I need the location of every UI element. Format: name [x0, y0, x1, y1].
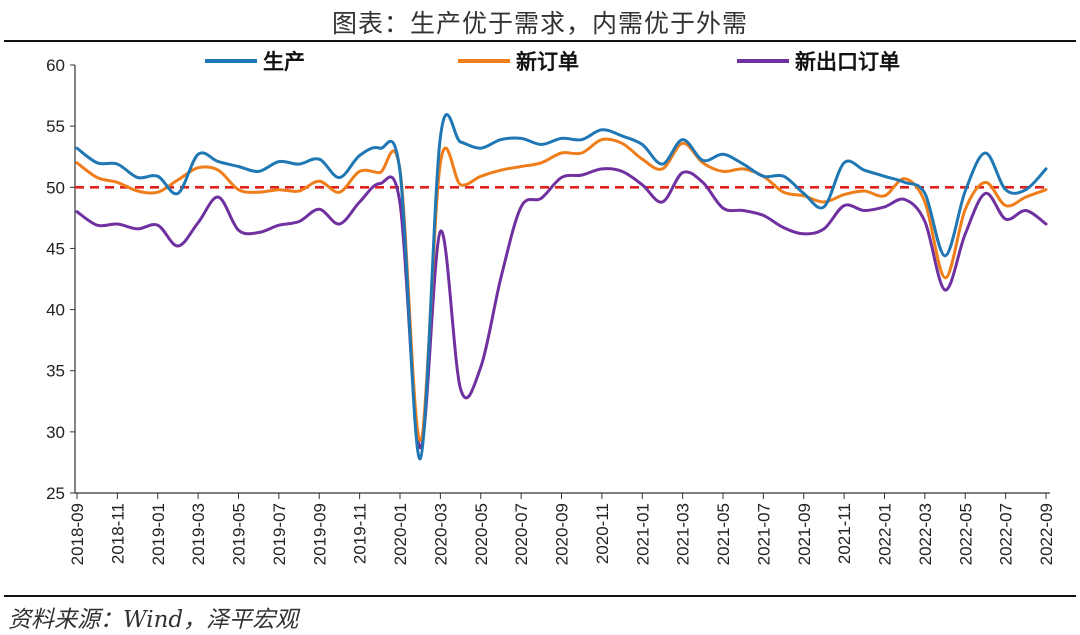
- legend-label-3: 新出口订单: [795, 50, 900, 74]
- bottom-rule: [4, 595, 1076, 597]
- legend-label-1: 生产: [263, 50, 305, 74]
- x-tick-label: 2021-07: [754, 503, 773, 565]
- axes: 25 30 35 40 45 50 55 60 2018-09 2018-11 2019-01 201…: [46, 56, 1056, 565]
- x-tick-label: 2019-01: [149, 503, 168, 565]
- y-tick-label: 45: [46, 239, 65, 258]
- series-line-1: [75, 113, 1048, 461]
- x-tick-label: 2022-03: [916, 503, 935, 565]
- y-tick-label: 25: [46, 484, 65, 503]
- x-tick-label: 2020-05: [472, 503, 491, 565]
- x-tick-label: 2022-01: [876, 503, 895, 565]
- source-note: 资料来源：Wind，泽平宏观: [8, 607, 299, 633]
- x-tick-label: 2021-05: [714, 503, 733, 565]
- x-tick-label: 2020-03: [431, 503, 450, 565]
- legend-label-2: 新订单: [516, 50, 579, 74]
- y-tick-label: 60: [46, 56, 65, 75]
- series-line-3: [75, 167, 1048, 450]
- x-tick-label: 2021-01: [633, 503, 652, 565]
- x-tick-label: 2019-09: [310, 503, 329, 565]
- y-tick-label: 50: [46, 178, 65, 197]
- x-tick-label: 2020-01: [391, 503, 410, 565]
- x-tick-label: 2019-03: [189, 503, 208, 565]
- x-tick-label: 2022-05: [956, 503, 975, 565]
- x-tick-label: 2020-07: [512, 503, 531, 565]
- x-tick-label: 2021-09: [795, 503, 814, 565]
- x-tick-label: 2020-11: [593, 503, 612, 564]
- y-tick-label: 40: [46, 301, 65, 320]
- legend: 生产 新订单 新出口订单: [205, 50, 900, 74]
- x-tick-label: 2019-07: [270, 503, 289, 565]
- x-tick-label: 2018-09: [68, 503, 87, 565]
- chart-title: 图表：生产优于需求，内需优于外需: [331, 9, 748, 38]
- y-tick-label: 30: [46, 423, 65, 442]
- x-tick-label: 2019-05: [230, 503, 249, 565]
- x-tick-label: 2019-11: [351, 503, 370, 564]
- y-tick-label: 35: [46, 362, 65, 381]
- x-tick-label: 2022-07: [997, 503, 1016, 565]
- x-tick-label: 2018-11: [108, 503, 127, 564]
- x-tick-label: 2021-11: [835, 503, 854, 564]
- top-rule: [4, 40, 1076, 42]
- x-tick-label: 2020-09: [553, 503, 572, 565]
- x-tick-label: 2021-03: [674, 503, 693, 565]
- y-tick-label: 55: [46, 117, 65, 136]
- x-tick-label: 2022-09: [1037, 503, 1056, 565]
- series-line-2: [75, 137, 1048, 442]
- line-chart: 25 30 35 40 45 50 55 60 2018-09 2018-11 2019-01 201…: [46, 50, 1056, 565]
- series-lines: [75, 113, 1048, 461]
